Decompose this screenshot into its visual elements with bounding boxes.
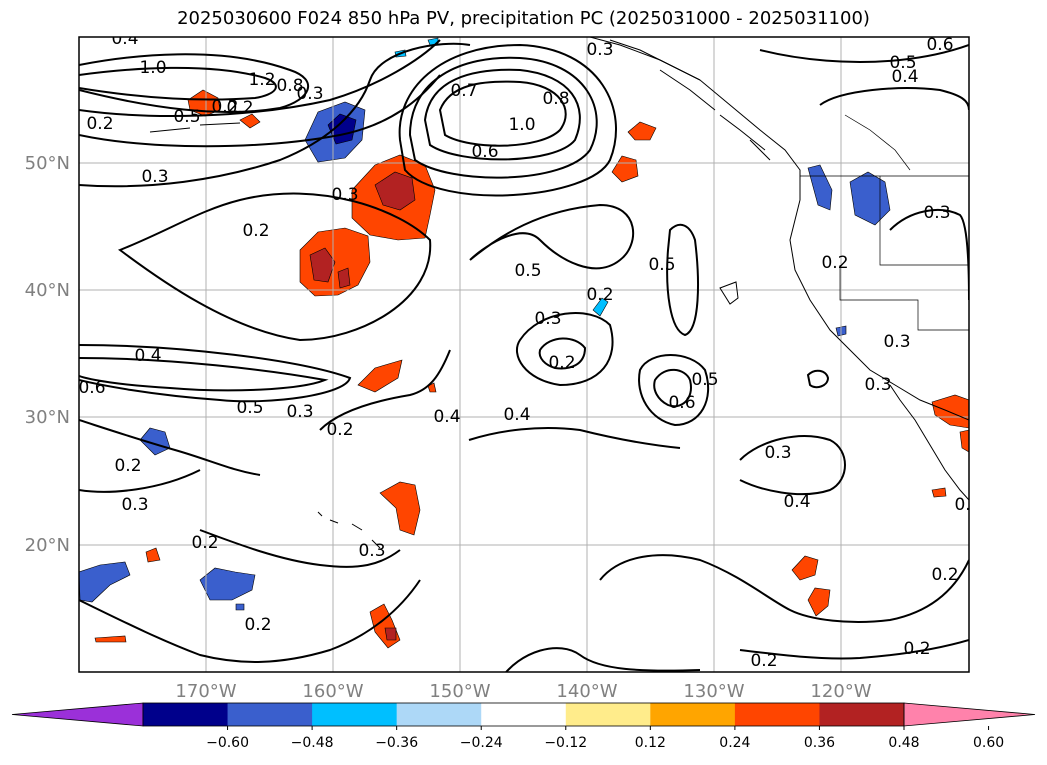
- colorbar: −0.60 −0.48 −0.36 −0.24 −0.12 0.12 0.24 0.36 0.4…: [11, 702, 1036, 751]
- coastlines: [149, 37, 969, 549]
- colorbar-tick-label: 0.60: [973, 735, 1004, 751]
- gridlines: [79, 37, 969, 672]
- contour-label: 0.4: [134, 346, 161, 366]
- colorbar-tick-label: 0.48: [888, 735, 919, 751]
- contour-label: 0.5: [691, 370, 718, 390]
- contour-label: 1.0: [508, 115, 535, 135]
- lat-label: 40°N: [25, 280, 70, 301]
- lon-label: 130°W: [683, 681, 744, 702]
- contour-label: 0.4: [111, 29, 138, 49]
- colorbar-tick-label: −0.36: [375, 735, 418, 751]
- contour-label: 0.2: [114, 456, 141, 476]
- contour-label: 0.6: [926, 35, 953, 55]
- contour-label: 0.2: [226, 98, 253, 118]
- colorbar-segment: [481, 703, 567, 726]
- lon-label: 120°W: [810, 681, 871, 702]
- lat-label: 20°N: [25, 535, 70, 556]
- colorbar-extend-high: [903, 702, 1036, 727]
- lat-label: 30°N: [25, 407, 70, 428]
- contour-label: 0.8: [276, 76, 303, 96]
- colorbar-segment: [734, 703, 820, 726]
- political-borders: [800, 114, 969, 331]
- longitude-labels: 170°W 160°W 150°W 140°W 130°W 120°W: [175, 681, 871, 702]
- colorbar-tick-label: −0.12: [544, 735, 587, 751]
- contour-label: 0.5: [889, 53, 916, 73]
- contour-label: 0.7: [450, 81, 477, 101]
- contour-label: 0.3: [883, 332, 910, 352]
- contour-label: 0.6: [668, 393, 695, 413]
- contour-label: 1.0: [139, 58, 166, 78]
- contour-label: 0.3: [586, 40, 613, 60]
- colorbar-segment: [650, 703, 736, 726]
- latitude-labels: 50°N 40°N 30°N 20°N: [25, 153, 70, 556]
- contour-label: 0.3: [864, 375, 891, 395]
- colorbar-extend-low: [11, 702, 144, 727]
- colorbar-segment: [565, 703, 651, 726]
- contour-label: 0.8: [542, 89, 569, 109]
- map-title: 2025030600 F024 850 hPa PV, precipitatio…: [177, 8, 870, 29]
- contour-label: 0.3: [121, 495, 148, 515]
- lon-label: 140°W: [556, 681, 617, 702]
- contour-label: 0.3: [923, 203, 950, 223]
- lon-label: 160°W: [302, 681, 363, 702]
- colorbar-tick-label: −0.24: [460, 735, 503, 751]
- pv-contours: [79, 39, 969, 672]
- contour-label: 0.2: [931, 565, 958, 585]
- precipitation-shading: [79, 37, 969, 649]
- lon-label: 170°W: [175, 681, 236, 702]
- contour-label: 0.2: [191, 533, 218, 553]
- colorbar-segment: [227, 703, 313, 726]
- contour-label: 1.2: [248, 70, 275, 90]
- colorbar-tick-label: 0.24: [719, 735, 750, 751]
- contour-label: 0.5: [173, 107, 200, 127]
- contour-label: 0.5: [514, 261, 541, 281]
- contour-label: 0.3: [534, 309, 561, 329]
- contour-label: 0.2: [211, 97, 238, 117]
- contour-label: 0.2: [586, 285, 613, 305]
- contour-label: 0.4: [783, 492, 810, 512]
- colorbar-tick-label: 0.12: [635, 735, 666, 751]
- contour-label: 0.2: [242, 221, 269, 241]
- contour-label: 0.2: [326, 420, 353, 440]
- contour-label: 0.3: [954, 495, 981, 515]
- colorbar-segment: [312, 703, 398, 726]
- map-frame: [78, 36, 970, 673]
- contour-label: 0.6: [471, 142, 498, 162]
- colorbar-segment: [396, 703, 482, 726]
- contour-label: 0.4: [433, 407, 460, 427]
- contour-label: 0.3: [331, 185, 358, 205]
- colorbar-frame: [142, 702, 905, 727]
- contour-label: 0.3: [296, 84, 323, 104]
- colorbar-tick-label: −0.48: [291, 735, 334, 751]
- pv-contour-labels: 0.4 1.0 1.2 0.8 0.5 0.7 0.2 0.3 0.8 1.0 …: [78, 29, 981, 671]
- contour-label: 0.4: [503, 405, 530, 425]
- contour-label: 0.2: [821, 253, 848, 273]
- colorbar-segment: [819, 703, 905, 726]
- colorbar-tick-label: 0.36: [804, 735, 835, 751]
- contour-label: 0.2: [750, 651, 777, 671]
- contour-label: 0.5: [648, 255, 675, 275]
- contour-label: 0.2: [244, 615, 271, 635]
- contour-label: 0.2: [548, 353, 575, 373]
- contour-label: 0.2: [86, 114, 113, 134]
- contour-label: 0.2: [903, 639, 930, 659]
- lat-label: 50°N: [25, 153, 70, 174]
- contour-label: 0.5: [236, 398, 263, 418]
- contour-label: 0.3: [286, 402, 313, 422]
- contour-label: 0.6: [78, 378, 105, 398]
- contour-label: 0.4: [891, 67, 918, 87]
- contour-label: 0.3: [141, 167, 168, 187]
- colorbar-segment: [143, 703, 229, 726]
- contour-label: 0.3: [764, 443, 791, 463]
- colorbar-tick-label: −0.60: [206, 735, 249, 751]
- contour-label: 0.3: [358, 541, 385, 561]
- lon-label: 150°W: [429, 681, 490, 702]
